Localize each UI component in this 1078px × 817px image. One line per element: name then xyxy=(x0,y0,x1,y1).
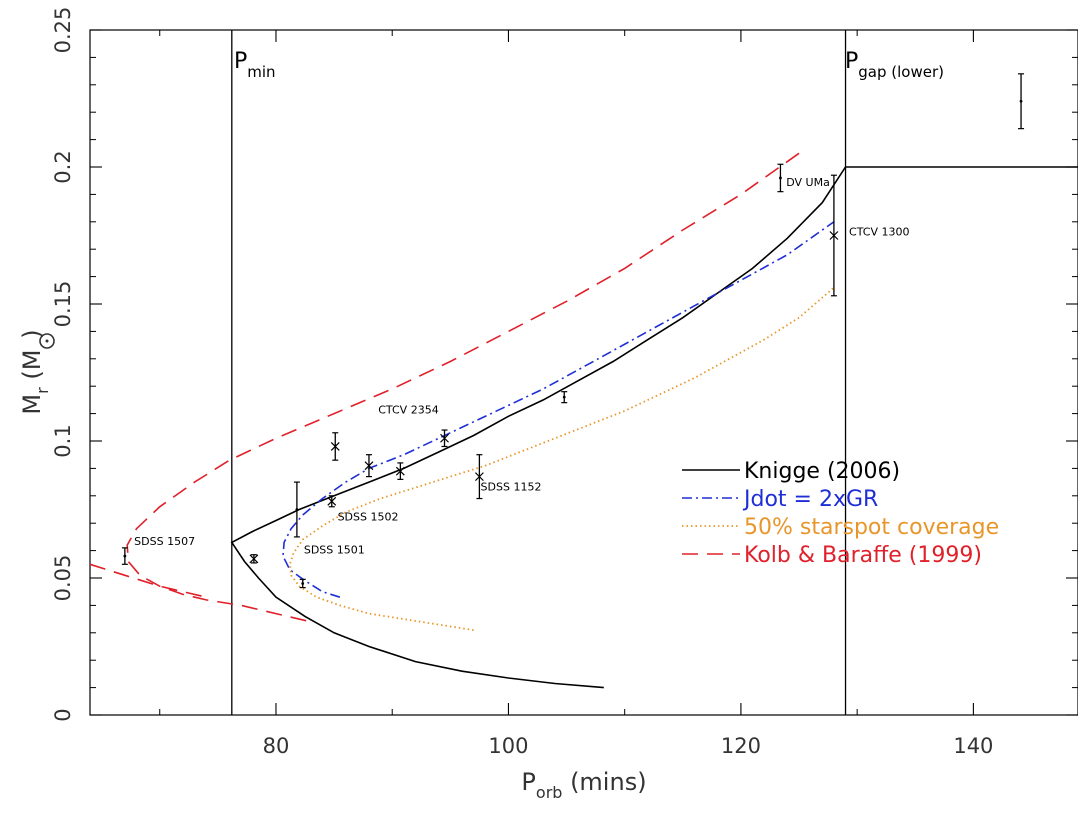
data-point xyxy=(121,547,128,565)
data-point xyxy=(1018,73,1025,130)
ticks-layer: 80 100 120 140 0 0.05 0.1 0.15 0.2 0.25 xyxy=(51,7,1078,758)
x-tick-label: 140 xyxy=(953,734,993,758)
data-point xyxy=(561,391,568,404)
legend-item-kolb: Kolb & Baraffe (1999) xyxy=(682,543,982,568)
legend-label: Kolb & Baraffe (1999) xyxy=(744,543,982,568)
data-points-layer xyxy=(121,73,1025,589)
solar-mass-symbol-icon xyxy=(39,333,55,349)
vline-label-main: P xyxy=(234,49,247,74)
y-tick-label: 0 xyxy=(51,708,75,721)
x-axis-title-sub: orb xyxy=(536,783,563,802)
y-tick-label: 0.25 xyxy=(51,7,75,54)
x-tick-label: 100 xyxy=(488,734,528,758)
x-axis-title: Porb (mins) xyxy=(521,768,646,802)
data-point xyxy=(299,578,306,589)
y-tick-label: 0.1 xyxy=(51,424,75,457)
series-layer xyxy=(89,30,1078,715)
data-point xyxy=(395,462,405,480)
y-tick-label: 0.05 xyxy=(51,555,75,602)
legend-item-jdot: Jdot = 2xGR xyxy=(682,487,878,512)
data-point xyxy=(474,454,484,500)
y-tick-label: 0.15 xyxy=(51,281,75,328)
svg-text:Pmin: Pmin xyxy=(234,49,276,81)
legend-label: Knigge (2006) xyxy=(744,459,900,484)
vline-label-main: P xyxy=(845,49,858,74)
data-point xyxy=(364,454,374,478)
data-point xyxy=(249,554,259,564)
vline-label-sub: gap (lower) xyxy=(858,63,944,81)
data-point xyxy=(829,174,839,297)
data-point xyxy=(777,163,784,193)
x-tick-label: 80 xyxy=(263,734,290,758)
point-annotation: SDSS 1502 xyxy=(338,510,399,523)
data-point xyxy=(330,432,340,461)
plot-frame xyxy=(89,29,1078,716)
series-line-0 xyxy=(230,166,1078,689)
x-axis-title-rest: (mins) xyxy=(562,768,646,796)
y-axis-title: Mr (M ) xyxy=(18,329,55,415)
x-axis-title-main: P xyxy=(521,768,535,796)
legend: Knigge (2006) Jdot = 2xGR 50% starspot c… xyxy=(682,459,999,568)
data-point xyxy=(293,481,300,538)
point-annotation: DV UMa xyxy=(786,176,830,189)
series-line-2 xyxy=(288,286,835,631)
point-annotation: SDSS 1152 xyxy=(481,480,542,493)
y-axis-title-main: M xyxy=(18,394,46,415)
legend-label: Jdot = 2xGR xyxy=(742,487,878,512)
legend-item-starspot: 50% starspot coverage xyxy=(682,515,999,540)
series-line-1 xyxy=(282,221,835,598)
series-line-3 xyxy=(126,152,800,623)
data-point xyxy=(440,429,449,448)
point-annotation: CTCV 1300 xyxy=(849,226,909,239)
point-annotation: CTCV 2354 xyxy=(378,404,438,417)
y-axis-title-open: (M xyxy=(18,350,46,388)
legend-item-knigge: Knigge (2006) xyxy=(682,459,900,484)
vline-label-sub: min xyxy=(247,63,275,81)
vline-label-pgap: Pgap (lower) xyxy=(845,49,944,81)
series-line-4 xyxy=(89,563,207,598)
svg-text:Pgap (lower): Pgap (lower) xyxy=(845,49,944,81)
annotations-layer: SDSS 1507 SDSS 1501 SDSS 1502 SDSS 1152 CTCV… xyxy=(134,176,909,556)
svg-text:Mr (M ): Mr (M ) xyxy=(18,329,52,414)
point-annotation: SDSS 1507 xyxy=(134,535,195,548)
y-axis-title-close: ) xyxy=(18,329,46,338)
x-tick-label: 120 xyxy=(721,734,761,758)
y-tick-label: 0.2 xyxy=(51,150,75,183)
data-point xyxy=(327,495,337,508)
vline-label-pmin: Pmin xyxy=(234,49,276,81)
point-annotation: SDSS 1501 xyxy=(304,543,365,556)
legend-label: 50% starspot coverage xyxy=(744,515,999,540)
y-axis-title-sub: r xyxy=(33,387,52,394)
